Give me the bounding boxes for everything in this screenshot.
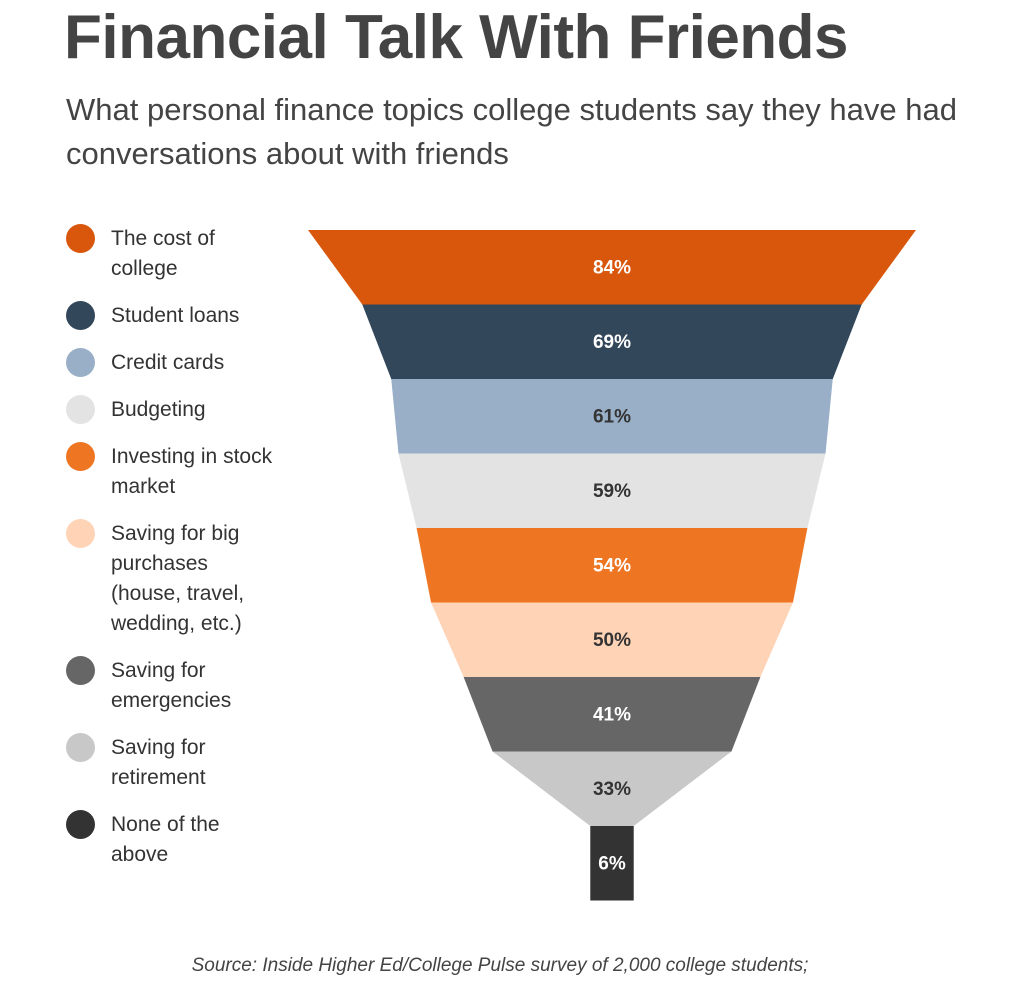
legend-label: Credit cards <box>111 351 225 374</box>
legend-label: Budgeting <box>111 398 206 421</box>
legend-label: None of the above <box>111 813 220 866</box>
funnel-segment <box>590 826 634 901</box>
funnel-segment <box>398 453 826 528</box>
legend-item: Budgeting <box>66 395 272 425</box>
legend-item: Credit cards <box>66 348 272 378</box>
legend-item: None of the above <box>66 810 272 870</box>
legend-marker <box>66 442 95 471</box>
value-label: 33% <box>593 779 631 800</box>
funnel-segment <box>492 751 732 826</box>
legend-item: Student loans <box>66 301 272 331</box>
funnel-segment <box>431 602 793 677</box>
legend-label: Investing in stock market <box>111 445 273 498</box>
funnel-segment <box>308 230 916 305</box>
legend-item: The cost of college <box>66 224 272 284</box>
legend-marker <box>66 519 95 548</box>
legend-marker <box>66 733 95 762</box>
legend-label: The cost of college <box>111 227 215 280</box>
value-label: 6% <box>598 853 626 874</box>
legend-marker <box>66 810 95 839</box>
legend: The cost of college Student loans Credit c… <box>66 224 272 870</box>
funnel-segment <box>391 379 833 454</box>
value-label: 61% <box>593 406 631 427</box>
legend-marker <box>66 656 95 685</box>
legend-item: Saving for emergencies <box>66 656 272 716</box>
chart-title: Financial Talk With Friends <box>64 3 849 72</box>
chart-subtitle: What personal finance topics college stu… <box>66 92 957 171</box>
legend-marker <box>66 224 95 253</box>
value-label: 50% <box>593 630 631 651</box>
legend-label: Saving for retirement <box>111 736 206 789</box>
legend-label: Student loans <box>111 304 240 327</box>
funnel-segment <box>416 528 808 603</box>
funnel-segment <box>362 304 862 379</box>
source-note: Source: Inside Higher Ed/College Pulse s… <box>191 955 809 976</box>
value-label: 59% <box>593 481 631 502</box>
legend-marker <box>66 395 95 424</box>
legend-marker <box>66 348 95 377</box>
value-label: 69% <box>593 332 631 353</box>
legend-item: Investing in stock market <box>66 442 272 502</box>
funnel-segment <box>463 677 761 752</box>
legend-label: Saving for emergencies <box>111 659 232 712</box>
legend-item: Saving for retirement <box>66 733 272 793</box>
legend-item: Saving for big purchases (house, travel,… <box>66 519 272 639</box>
value-label: 41% <box>593 704 631 725</box>
legend-label: Saving for big purchases (house, travel,… <box>111 522 245 635</box>
legend-marker <box>66 301 95 330</box>
value-label: 84% <box>593 257 631 278</box>
value-label: 54% <box>593 555 631 576</box>
